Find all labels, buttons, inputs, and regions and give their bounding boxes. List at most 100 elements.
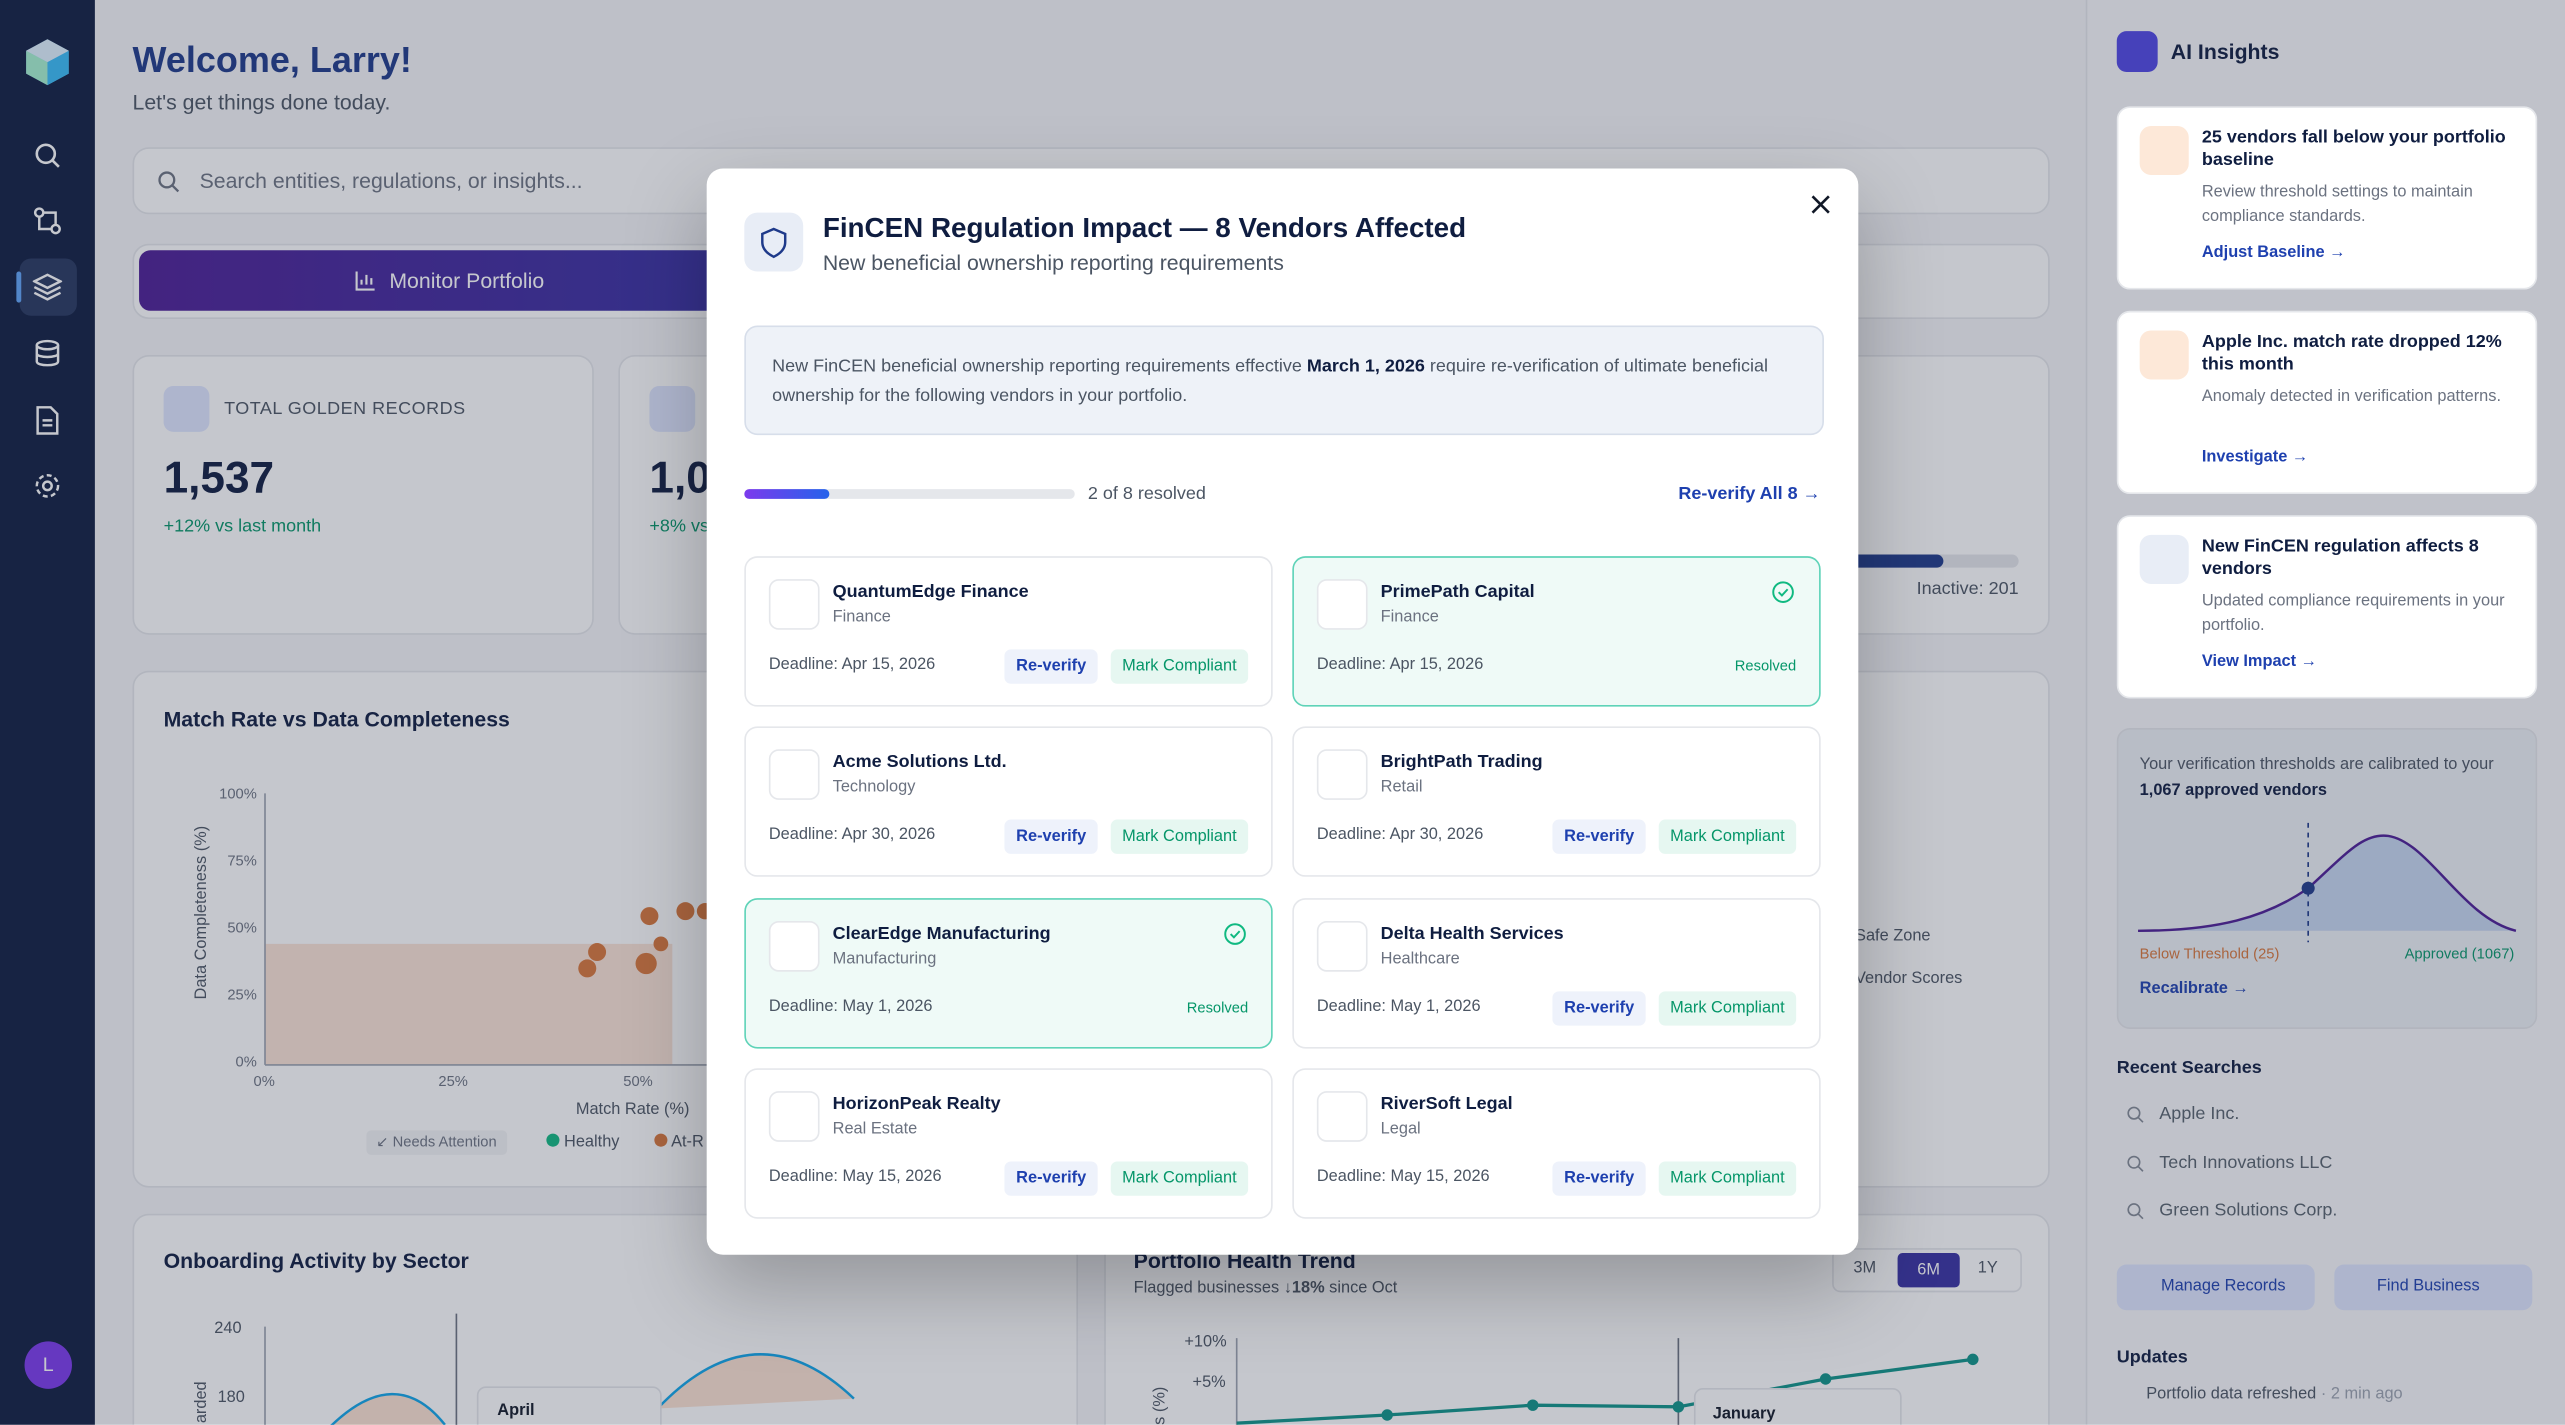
vendor-name: Delta Health Services — [1380, 923, 1564, 944]
close-button[interactable] — [1811, 195, 1831, 215]
insight-body: Updated compliance requirements in your … — [2201, 592, 2505, 635]
legend-item[interactable]: At-R — [654, 1133, 704, 1152]
vendor-deadline: Deadline: Apr 15, 2026 — [768, 655, 936, 674]
y-tick: 25% — [227, 986, 257, 1003]
y-tick: 240 — [214, 1320, 242, 1339]
vendor-card[interactable]: Delta Health Services Healthcare Deadline:… — [1292, 897, 1821, 1048]
tab-label: Monitor Portfolio — [389, 268, 545, 293]
avatar[interactable]: L — [24, 1341, 72, 1389]
chart-subtitle: Flagged businesses ↓18% since Oct — [1134, 1279, 1398, 1297]
vendor-card[interactable]: HorizonPeak Realty Real Estate Deadline: M… — [744, 1068, 1273, 1219]
vendor-name: QuantumEdge Finance — [832, 582, 1029, 602]
recent-search[interactable]: Tech Innovations LLC — [2117, 1144, 2534, 1183]
vendor-icon — [1316, 749, 1368, 801]
vendor-name: PrimePath Capital — [1380, 582, 1535, 602]
distribution-curve — [2138, 822, 2517, 943]
stat-icon — [163, 386, 210, 432]
legend-item[interactable]: Healthy — [546, 1133, 619, 1152]
below-label: Below Threshold (25) — [2139, 945, 2280, 962]
flow-icon[interactable] — [33, 206, 62, 235]
y-tick: 100% — [219, 785, 257, 802]
recalibrate-link[interactable]: Recalibrate → — [2139, 979, 2249, 998]
range[interactable]: 3M — [1853, 1259, 1877, 1278]
range[interactable]: 1Y — [1977, 1259, 1998, 1278]
search-placeholder: Search entities, regulations, or insight… — [199, 168, 583, 194]
insight-link[interactable]: Adjust Baseline → — [2201, 243, 2346, 262]
insight-link[interactable]: View Impact → — [2201, 652, 2318, 671]
vendor-icon — [768, 749, 820, 801]
progress-text: 2 of 8 resolved — [1087, 484, 1206, 504]
reverify-all[interactable]: Re-verify All 8 → — [1678, 484, 1821, 504]
y-tick: 75% — [227, 852, 257, 869]
inactive-label: Inactive: 201 — [1916, 579, 2019, 599]
panel-title: AI Insights — [2170, 39, 2280, 64]
legend-item[interactable]: ↙ Needs Attention — [366, 1130, 507, 1155]
insight-card: Apple Inc. match rate dropped 12% this m… — [2116, 310, 2538, 495]
text: Portfolio data refreshed — [2146, 1385, 2317, 1404]
legend-text: Needs Attention — [392, 1133, 497, 1150]
find-business-button[interactable]: Find Business — [2334, 1264, 2533, 1311]
text: Flagged businesses — [1133, 1279, 1280, 1298]
y-tick: 50% — [227, 919, 257, 936]
vendor-sector: Legal — [1380, 1120, 1421, 1139]
vendor-deadline: Deadline: May 1, 2026 — [1316, 997, 1481, 1016]
reverify-button[interactable]: Re-verify — [1552, 1161, 1646, 1196]
vendor-name: BrightPath Trading — [1380, 752, 1543, 773]
reverify-button[interactable]: Re-verify — [1552, 990, 1646, 1026]
mark-compliant-button[interactable]: Mark Compliant — [1110, 820, 1249, 855]
vendor-card[interactable]: PrimePath Capital Finance Deadline: Apr 15… — [1292, 556, 1821, 707]
text: · 2 min ago — [2320, 1385, 2403, 1404]
insight-title: Apple Inc. match rate dropped 12% this m… — [2201, 332, 2502, 375]
insight-title: 25 vendors fall below your portfolio bas… — [2201, 127, 2506, 171]
text: Investigate — [2201, 448, 2288, 467]
document-icon[interactable] — [33, 406, 62, 435]
text: Your verification thresholds are calibra… — [2139, 755, 2494, 774]
mark-compliant-button[interactable]: Mark Compliant — [1658, 1161, 1797, 1196]
search-icon[interactable] — [33, 141, 62, 170]
vendor-card[interactable]: QuantumEdge Finance Finance Deadline: Apr … — [744, 556, 1273, 707]
vendor-deadline: Deadline: May 1, 2026 — [768, 997, 933, 1016]
mark-compliant-button[interactable]: Mark Compliant — [1110, 649, 1249, 684]
legend-dot — [654, 1133, 668, 1147]
database-icon[interactable] — [33, 339, 62, 368]
reverify-button[interactable]: Re-verify — [1004, 820, 1098, 855]
vendor-sector: Finance — [832, 608, 891, 627]
text: since Oct — [1329, 1279, 1398, 1298]
recent-search[interactable]: Green Solutions Corp. — [2117, 1193, 2534, 1232]
text: New FinCEN beneficial ownership reportin… — [772, 356, 1307, 377]
insight-link[interactable]: Investigate → — [2201, 448, 2309, 467]
welcome-title: Welcome, Larry! — [132, 39, 412, 81]
modal-subtitle: New beneficial ownership reporting requi… — [822, 250, 1284, 275]
vendor-card[interactable]: RiverSoft Legal Legal Deadline: May 15, 20… — [1292, 1068, 1821, 1219]
recent-search[interactable]: Apple Inc. — [2117, 1096, 2534, 1135]
recent-text: Tech Innovations LLC — [2159, 1152, 2333, 1173]
vendor-name: ClearEdge Manufacturing — [832, 923, 1051, 944]
mark-compliant-button[interactable]: Mark Compliant — [1658, 990, 1797, 1026]
reverify-button[interactable]: Re-verify — [1552, 820, 1646, 855]
reverify-button[interactable]: Re-verify — [1004, 1161, 1098, 1196]
y-tick: 180 — [217, 1388, 245, 1407]
x-tick: 50% — [623, 1073, 653, 1090]
mark-compliant-button[interactable]: Mark Compliant — [1110, 1161, 1249, 1196]
monitor-tab[interactable]: Monitor Portfolio — [139, 250, 720, 311]
chart-title: Match Rate vs Data Completeness — [163, 706, 510, 732]
vendor-icon — [768, 579, 820, 630]
range-active[interactable]: 6M — [1897, 1253, 1960, 1288]
vendor-status: Resolved — [1186, 998, 1249, 1016]
text: require re-verification of ultimate bene… — [772, 356, 1768, 406]
stat-icon — [649, 386, 696, 432]
x-tick: 0% — [253, 1073, 275, 1090]
insight-title: New FinCEN regulation affects 8 vendors — [2201, 536, 2479, 580]
modal-title: FinCEN Regulation Impact — 8 Vendors Aff… — [822, 212, 1467, 244]
shield — [761, 227, 787, 259]
vendor-card[interactable]: BrightPath Trading Retail Deadline: Apr 30… — [1292, 726, 1821, 878]
manage-records-button[interactable]: Manage Records — [2116, 1264, 2315, 1311]
reverify-button[interactable]: Re-verify — [1004, 649, 1098, 684]
vendor-card[interactable]: Acme Solutions Ltd. Technology Deadline: A… — [744, 726, 1273, 878]
vendor-card[interactable]: ClearEdge Manufacturing Manufacturing Dead… — [744, 897, 1273, 1048]
mark-compliant-button[interactable]: Mark Compliant — [1658, 820, 1797, 855]
settings-icon[interactable] — [33, 471, 62, 500]
insight-body: Anomaly detected in verification pattern… — [2201, 387, 2502, 406]
